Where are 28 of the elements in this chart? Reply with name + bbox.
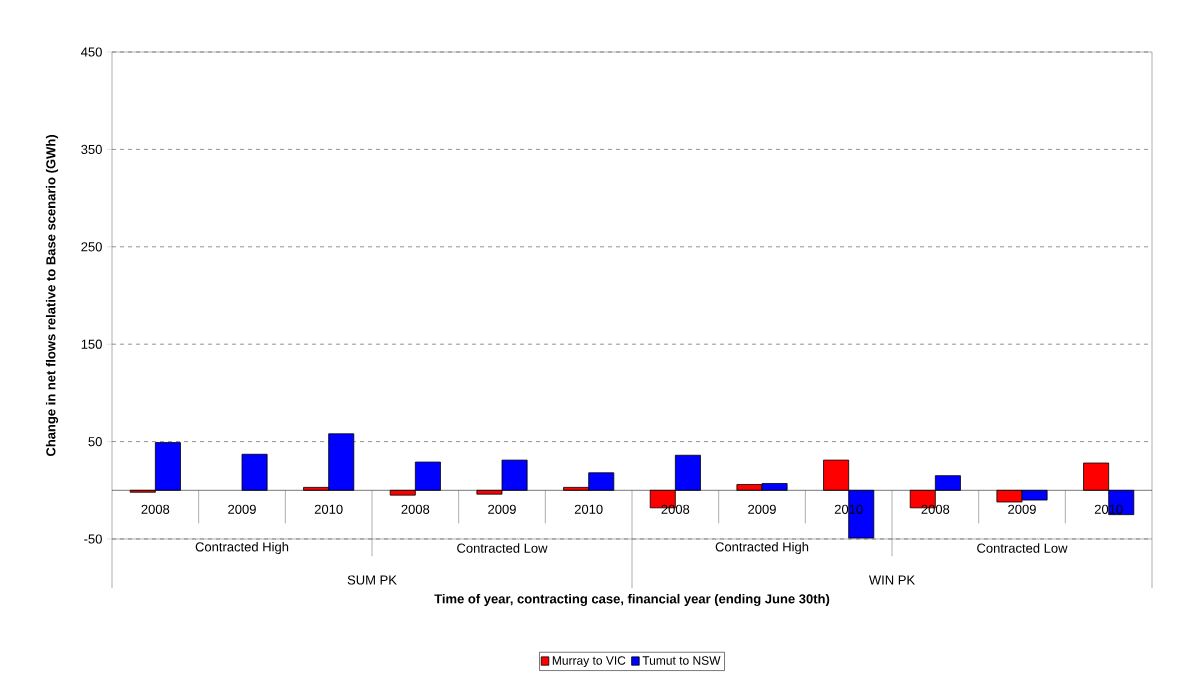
y-tick-label: 250 xyxy=(81,242,102,252)
x-tick-label: 2010 xyxy=(574,504,603,514)
legend-label: Tumut to NSW xyxy=(642,656,721,665)
text: Contracted Low xyxy=(977,543,1068,553)
legend-label: Murray to VIC xyxy=(552,656,626,668)
y-axis-title: Change in net flows relative to Base scenario (GWh) xyxy=(45,135,59,457)
x-tick-label: 2008 xyxy=(921,504,950,514)
text: Contracted High xyxy=(715,541,809,555)
x-tick-label: 2009 xyxy=(228,504,256,514)
x-tick-label: 2008 xyxy=(661,504,690,514)
x-tick-label: 2009 xyxy=(748,504,776,514)
x-tick-label: 2010 xyxy=(1094,504,1123,514)
x-tick-label: 2008 xyxy=(401,504,430,514)
y-tick-label: 350 xyxy=(81,144,102,154)
y-tick-label: 450 xyxy=(81,47,102,57)
text: Contracted Low xyxy=(457,543,548,553)
text: WIN PK xyxy=(868,575,915,585)
x-tick-label: 2009 xyxy=(1008,504,1036,514)
text: Contracted High xyxy=(195,541,289,555)
y-tick-label: 50 xyxy=(88,437,102,447)
x-tick-label: 2010 xyxy=(314,504,343,514)
x-axis-title: Time of year, contracting case, financial year (ending June 30th) xyxy=(434,593,830,607)
x-tick-label: 2009 xyxy=(488,504,516,514)
y-tick-label: 150 xyxy=(81,339,102,349)
x-tick-label: 2010 xyxy=(834,504,863,514)
x-tick-label: 2008 xyxy=(141,504,170,514)
text: SUM PK xyxy=(347,575,397,585)
y-tick-label: -50 xyxy=(84,534,102,544)
